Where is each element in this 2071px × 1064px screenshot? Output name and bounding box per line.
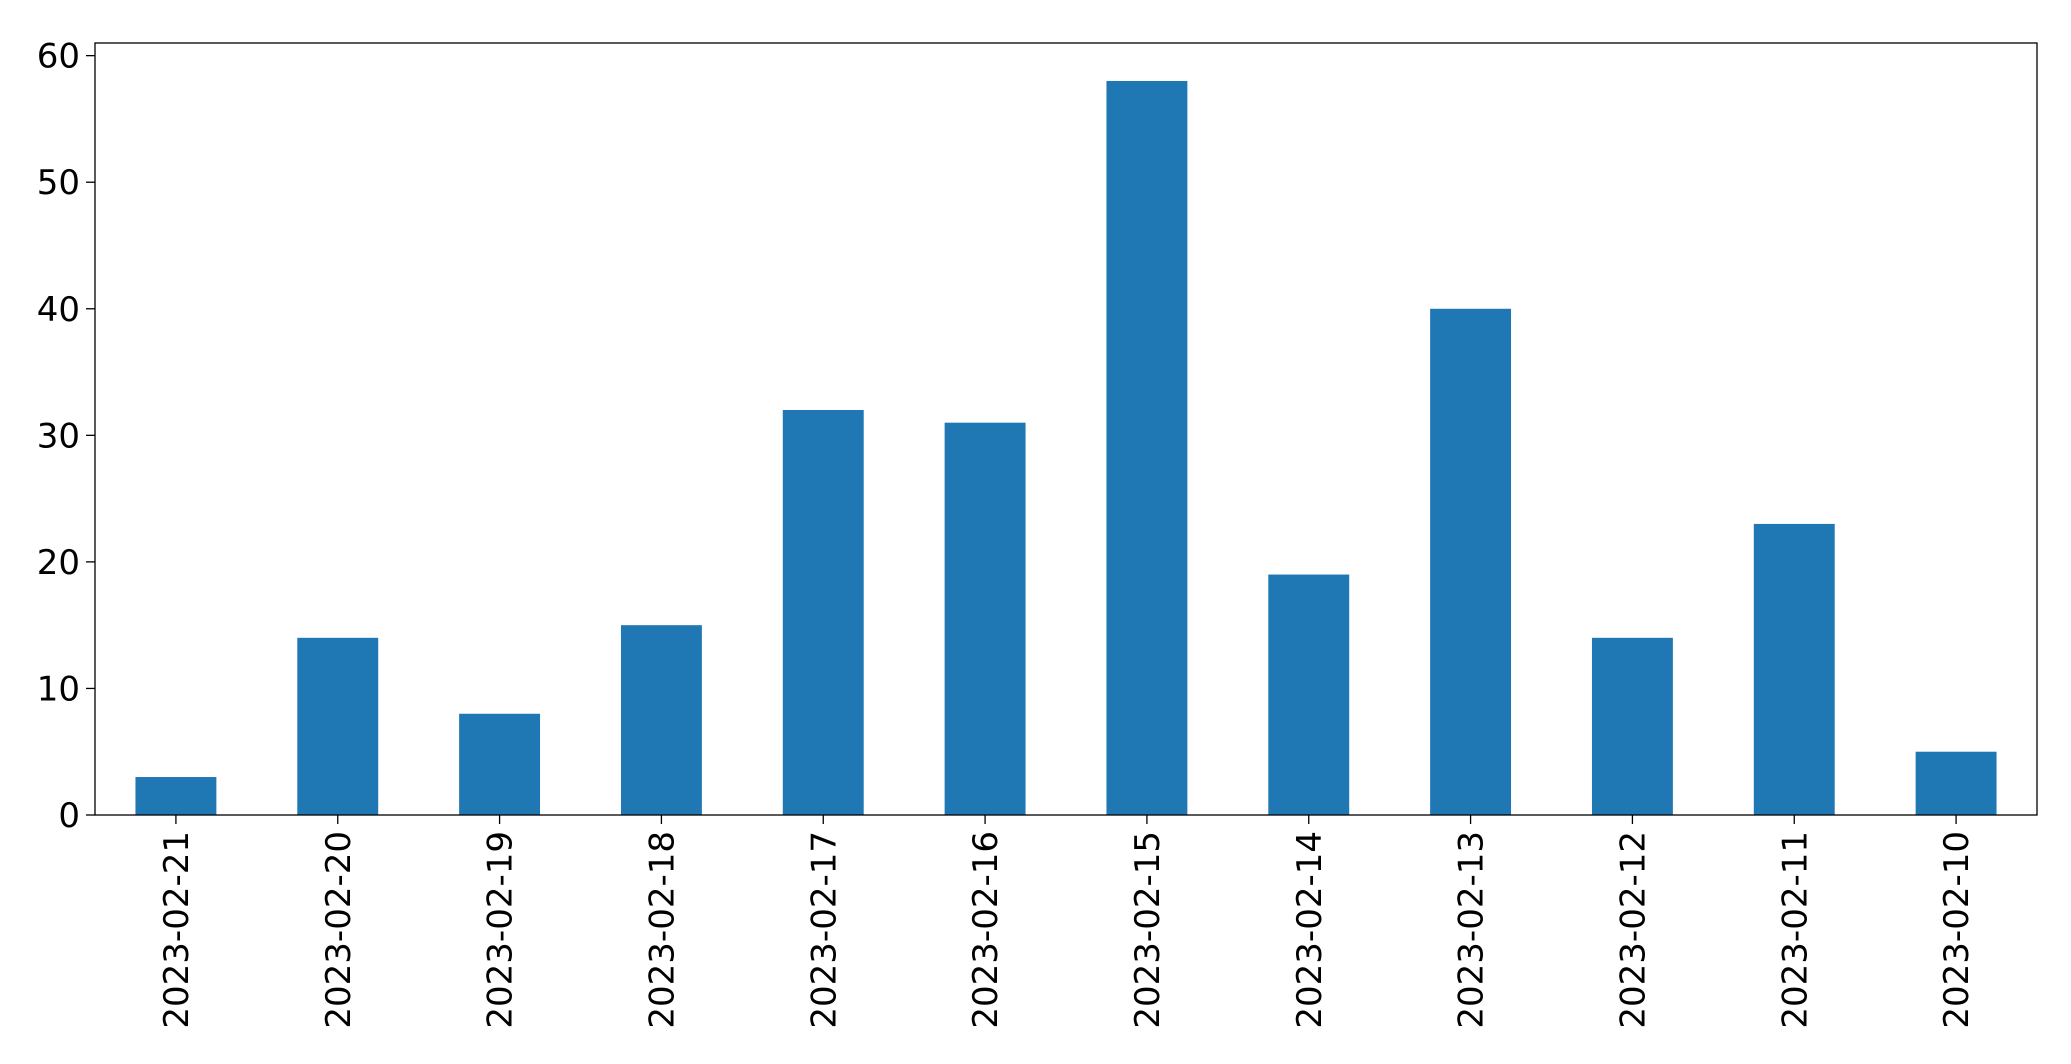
bar-series (135, 80, 1997, 815)
plot-frame (94, 42, 2038, 816)
bar (620, 625, 702, 815)
x-tick-label: 2023-02-14 (1290, 831, 1330, 1029)
bar (1591, 637, 1673, 815)
bar (297, 637, 379, 815)
y-tick-label: 20 (37, 543, 80, 583)
x-tick-label: 2023-02-15 (1128, 831, 1168, 1029)
bar (944, 422, 1026, 815)
x-tick-label: 2023-02-11 (1775, 831, 1815, 1029)
bar (782, 410, 864, 815)
bar (1268, 574, 1350, 815)
y-tick-label: 0 (58, 796, 80, 836)
x-tick-label: 2023-02-10 (1937, 831, 1977, 1029)
x-tick-label: 2023-02-18 (642, 831, 682, 1029)
y-axis: 0 10 20 30 40 50 60 (37, 37, 95, 836)
x-tick-label: 2023-02-12 (1613, 831, 1653, 1029)
x-tick-label: 2023-02-19 (481, 831, 521, 1029)
x-tick-label: 2023-02-16 (966, 831, 1006, 1029)
bar (135, 777, 217, 815)
x-axis: 2023-02-21 2023-02-20 2023-02-19 2023-02-18… (157, 815, 1977, 1029)
y-tick-label: 40 (37, 290, 80, 330)
x-tick-label: 2023-02-21 (157, 831, 197, 1029)
y-tick-label: 30 (37, 416, 80, 456)
x-tick-label: 2023-02-17 (804, 831, 844, 1029)
bar (1106, 80, 1188, 815)
bar (459, 713, 541, 815)
y-tick-label: 10 (37, 669, 80, 709)
y-tick-label: 50 (37, 163, 80, 203)
y-tick-label: 60 (37, 37, 80, 77)
bar (1753, 523, 1835, 815)
bar (1430, 308, 1512, 815)
bar (1915, 751, 1997, 815)
x-tick-label: 2023-02-20 (319, 831, 359, 1029)
x-tick-label: 2023-02-13 (1452, 831, 1492, 1029)
